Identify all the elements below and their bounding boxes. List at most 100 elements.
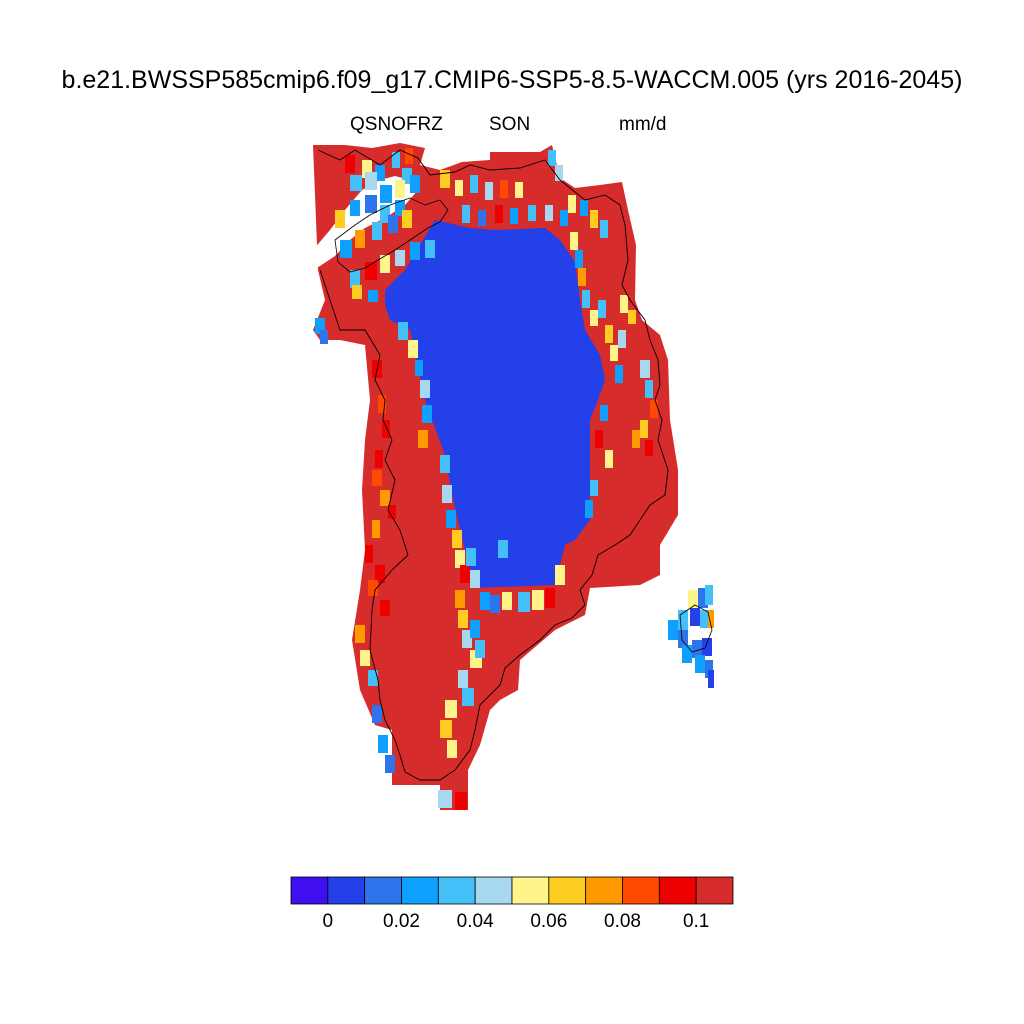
grid-cell (692, 640, 702, 658)
grid-cell (698, 588, 708, 608)
colorbar-box (364, 876, 402, 905)
grid-cell (668, 620, 678, 640)
grid-cell (678, 630, 688, 648)
season-label: SON (489, 114, 531, 135)
grid-cell (498, 540, 508, 558)
grid-cell (645, 440, 653, 456)
greenland-field (313, 143, 678, 810)
colorbar-tick-label: 0.08 (604, 911, 641, 932)
grid-cell (515, 182, 523, 198)
grid-cell (402, 210, 412, 228)
grid-cell (455, 590, 465, 608)
grid-cell (335, 210, 345, 228)
grid-cell (590, 310, 598, 326)
colorbar-tick-label: 0.1 (682, 911, 710, 932)
grid-cell (350, 270, 360, 288)
grid-cell (365, 545, 373, 563)
grid-cell (645, 380, 653, 398)
colorbar-box (695, 876, 734, 905)
grid-cell (355, 625, 365, 643)
grid-cell (408, 340, 418, 358)
grid-cell (470, 620, 480, 638)
grid-cell (678, 610, 688, 630)
plot-title: b.e21.BWSSP585cmip6.f09_g17.CMIP6-SSP5-8… (61, 66, 963, 94)
grid-cell (590, 480, 598, 496)
grid-cell (545, 588, 555, 608)
grid-cell (490, 595, 500, 613)
grid-cell (460, 565, 470, 583)
grid-cell (458, 670, 468, 688)
grid-cell (475, 640, 485, 658)
coastline-inlet (334, 197, 449, 273)
grid-cell (598, 300, 606, 318)
grid-cell (518, 592, 530, 612)
grid-cell (640, 420, 648, 438)
grid-cell (708, 670, 714, 688)
grid-cell (502, 592, 512, 610)
grid-cell (447, 740, 457, 758)
grid-cell (380, 600, 390, 616)
colorbar-box (658, 876, 697, 905)
coastline-island (679, 604, 713, 653)
grid-cell (395, 180, 405, 198)
grid-cell (578, 268, 586, 286)
grid-cell (375, 165, 385, 181)
grid-cell (365, 195, 377, 213)
colorbar-box (548, 876, 587, 905)
grid-cell (420, 380, 430, 398)
grid-cell (532, 590, 544, 610)
colorbar-tick-label: 0 (322, 911, 334, 932)
grid-cell (580, 200, 588, 216)
grid-cell (442, 485, 452, 503)
grid-cell (445, 700, 457, 718)
grid-cell (570, 232, 578, 250)
grid-cell (375, 450, 383, 468)
colorbar-tick-label: 0.06 (530, 911, 568, 932)
colorbar-box (622, 876, 660, 905)
grid-cell (395, 200, 405, 216)
grid-cell (388, 215, 398, 233)
grid-cell (368, 670, 378, 686)
grid-cell (388, 505, 396, 519)
grid-cell (455, 180, 463, 196)
grid-cell (708, 610, 714, 628)
grid-cell (440, 455, 450, 473)
grid-cell (568, 195, 576, 213)
grid-cell (375, 565, 385, 583)
grid-cell (510, 208, 518, 224)
grid-cell (380, 490, 390, 506)
grid-cell (632, 430, 640, 448)
variable-label: QSNOFRZ (350, 114, 443, 135)
grid-cell (380, 205, 390, 223)
grid-cell (700, 610, 710, 628)
colorbar-boxes (290, 876, 734, 905)
grid-cell (590, 210, 598, 228)
colorbar-box (290, 876, 329, 905)
colorbar-tick-label: 0.04 (456, 911, 494, 932)
grid-cell (462, 205, 470, 223)
grid-cell (605, 450, 613, 468)
grid-cell (382, 420, 390, 438)
grid-cell (368, 290, 378, 302)
grid-cell (415, 360, 423, 376)
grid-cell (392, 152, 400, 168)
grid-cell (372, 705, 382, 723)
grid-cell (345, 155, 355, 173)
grid-cell (372, 520, 380, 538)
grid-cell (620, 295, 628, 313)
grid-cell (548, 150, 556, 166)
grid-cell (600, 405, 608, 421)
grid-cell (640, 360, 650, 378)
grid-cell (418, 430, 428, 448)
grid-cell (582, 290, 590, 308)
grid-cell (585, 500, 593, 518)
grid-cell (398, 322, 408, 340)
grid-cell (555, 565, 565, 585)
grid-cell (705, 585, 713, 605)
grid-cell (402, 168, 412, 184)
grid-cell (380, 185, 392, 203)
grid-cell (410, 242, 420, 260)
grid-cell (378, 395, 386, 413)
grid-cell (690, 608, 700, 626)
